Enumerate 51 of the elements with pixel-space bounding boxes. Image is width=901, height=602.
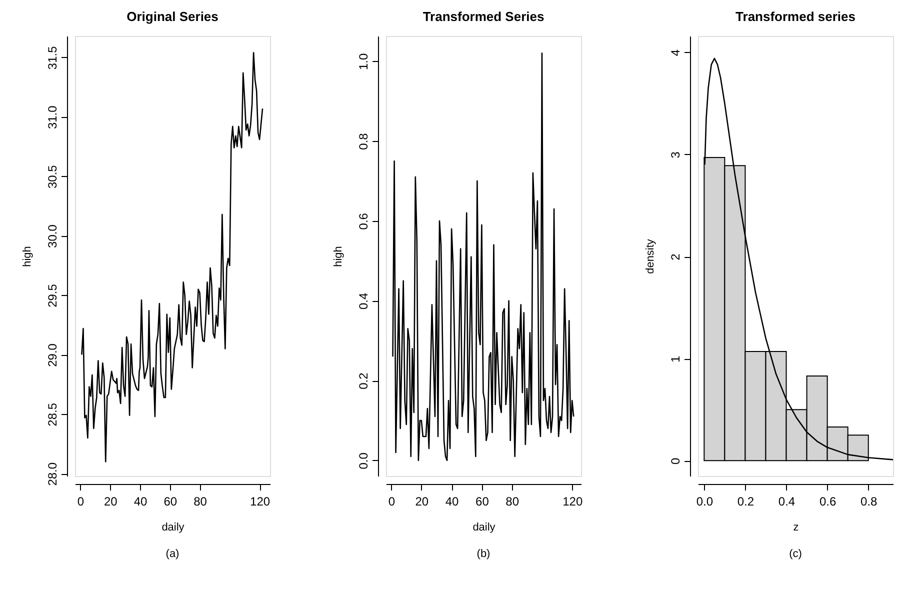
chart-title: Original Series xyxy=(126,9,218,24)
y-tick-label: 31.5 xyxy=(46,46,60,70)
x-axis-title: daily xyxy=(472,522,496,534)
y-tick-label: 0 xyxy=(668,458,682,465)
y-tick-label: 31.0 xyxy=(46,105,60,130)
x-tick-label: 80 xyxy=(194,494,208,508)
y-tick-label: 30.5 xyxy=(46,164,60,189)
y-tick-label: 0.6 xyxy=(356,212,370,230)
y-tick-label: 29.5 xyxy=(46,284,60,308)
text: (a) xyxy=(166,548,180,560)
x-tick-label: 120 xyxy=(562,494,583,508)
x-axis-title: daily xyxy=(162,522,185,534)
y-tick-label: 30.0 xyxy=(46,224,60,248)
x-tick-label: 60 xyxy=(476,494,490,508)
x-tick-label: 0 xyxy=(77,494,84,508)
x-tick-label: 40 xyxy=(445,494,460,508)
x-tick-label: 60 xyxy=(164,494,178,508)
y-tick-label: 0.0 xyxy=(356,452,370,470)
y-tick-label: 28.5 xyxy=(46,402,60,426)
y-tick-label: 2 xyxy=(668,253,682,260)
x-tick-label: 120 xyxy=(250,494,270,508)
y-axis-title: density xyxy=(644,238,656,274)
x-tick-label: 0.4 xyxy=(778,494,796,508)
chart-title: Transformed series xyxy=(736,9,856,24)
x-tick-label: 0.2 xyxy=(737,494,754,508)
x-tick-label: 20 xyxy=(415,494,429,508)
x-tick-label: 0.8 xyxy=(860,494,878,508)
y-tick-label: 0.2 xyxy=(356,372,370,390)
y-axis-title: high xyxy=(332,246,344,267)
y-tick-label: 0.4 xyxy=(356,292,370,310)
chart-title: Transformed Series xyxy=(422,9,544,24)
x-tick-label: 80 xyxy=(506,494,520,508)
y-tick-label: 4 xyxy=(668,49,682,56)
y-tick-label: 0.8 xyxy=(356,132,370,150)
y-tick-label: 1 xyxy=(668,355,682,362)
line-series xyxy=(704,58,893,460)
y-tick-label: 28.0 xyxy=(46,462,60,486)
y-tick-label: 29.0 xyxy=(46,343,60,367)
y-tick-label: 3 xyxy=(668,151,682,158)
x-tick-label: 40 xyxy=(134,494,148,508)
text: (b) xyxy=(476,548,490,560)
line-series xyxy=(392,52,574,462)
text: (c) xyxy=(789,548,802,560)
x-tick-label: 20 xyxy=(104,494,118,508)
x-axis-title: z xyxy=(793,522,799,534)
line-series xyxy=(81,52,264,462)
x-tick-label: 0.0 xyxy=(696,494,714,508)
y-tick-label: 1.0 xyxy=(356,52,370,70)
x-tick-label: 0.6 xyxy=(819,494,836,508)
y-axis-title: high xyxy=(22,246,34,267)
x-tick-label: 0 xyxy=(388,494,396,508)
